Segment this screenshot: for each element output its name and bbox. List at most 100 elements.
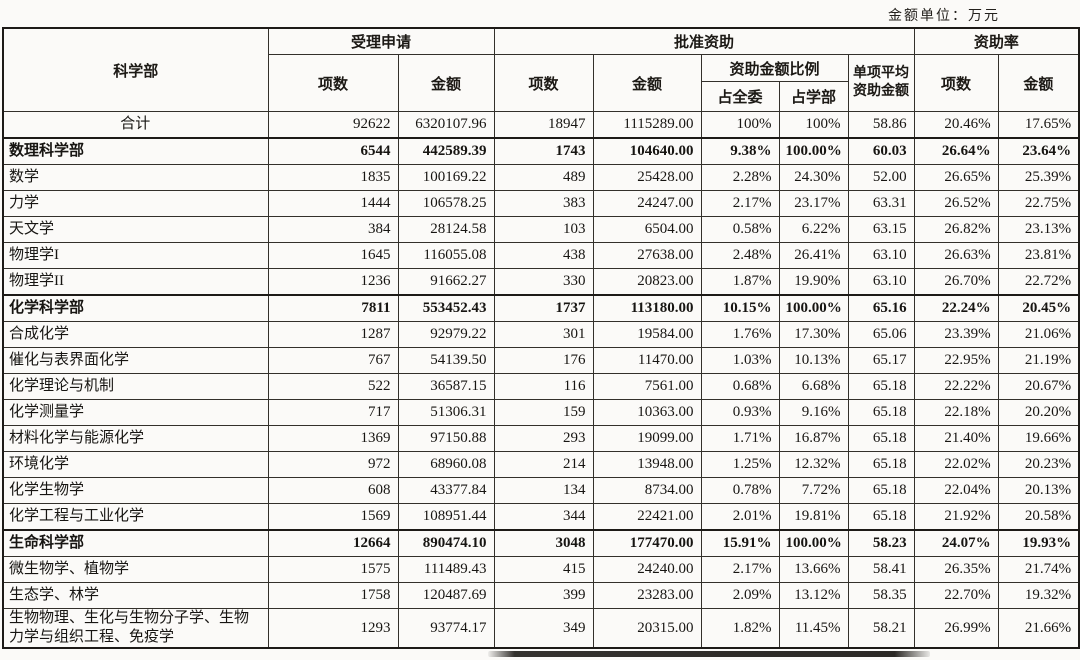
rate-amount-cell: 20.58%	[997, 503, 1080, 531]
rate-amount-cell: 19.32%	[997, 582, 1080, 609]
accepted-amount-cell: 108951.44	[397, 503, 495, 531]
avg-amount-cell: 63.10	[847, 242, 915, 269]
name-cell: 催化与表界面化学	[2, 347, 269, 374]
avg-amount-cell: 58.21	[847, 608, 915, 649]
ratio-department-cell: 19.81%	[778, 503, 849, 531]
rate-amount-cell: 23.81%	[997, 242, 1080, 269]
rate-items-cell: 23.39%	[913, 321, 999, 348]
rate-amount-cell: 20.13%	[997, 477, 1080, 504]
rate-items-cell: 22.70%	[913, 582, 999, 609]
ratio-committee-cell: 1.87%	[700, 268, 780, 296]
approved-items-cell: 383	[493, 190, 594, 217]
rate-items-cell: 21.40%	[913, 425, 999, 452]
accepted-items-cell: 1569	[267, 503, 399, 531]
name-cell: 生命科学部	[2, 529, 269, 557]
ratio-department-cell: 6.22%	[778, 216, 849, 243]
accepted-items-cell: 717	[267, 399, 399, 426]
rate-amount-cell: 22.75%	[997, 190, 1080, 217]
avg-amount-cell: 58.41	[847, 556, 915, 583]
table-row-section: 化学科学部 7811 553452.43 1737 113180.00 10.15% 100…	[2, 294, 1080, 322]
ratio-committee-cell: 10.15%	[700, 294, 780, 322]
rate-amount-cell: 23.13%	[997, 216, 1080, 243]
approved-amount-cell: 23283.00	[592, 582, 702, 609]
accepted-items-cell: 767	[267, 347, 399, 374]
avg-amount-cell: 65.18	[847, 451, 915, 478]
name-cell: 数理科学部	[2, 137, 269, 165]
avg-amount-cell: 65.18	[847, 399, 915, 426]
name-cell: 材料化学与能源化学	[2, 425, 269, 452]
rate-amount-cell: 21.74%	[997, 556, 1080, 583]
avg-amount-cell: 60.03	[847, 137, 915, 165]
name-cell: 化学工程与工业化学	[2, 503, 269, 531]
table-row-item: 材料化学与能源化学 1369 97150.88 293 19099.00 1.71% 16.…	[2, 425, 1080, 452]
accepted-amount-cell: 43377.84	[397, 477, 495, 504]
name-cell: 物理学II	[2, 268, 269, 296]
rate-items-cell: 22.02%	[913, 451, 999, 478]
accepted-items-cell: 7811	[267, 294, 399, 322]
rate-amount-cell: 20.23%	[997, 451, 1080, 478]
accepted-amount-cell: 97150.88	[397, 425, 495, 452]
accepted-items-cell: 1758	[267, 582, 399, 609]
approved-amount-cell: 113180.00	[592, 294, 702, 322]
rate-items-cell: 21.92%	[913, 503, 999, 531]
approved-amount-cell: 7561.00	[592, 373, 702, 400]
approved-amount-cell: 22421.00	[592, 503, 702, 531]
rate-items-cell: 26.52%	[913, 190, 999, 217]
rate-amount-cell: 20.45%	[997, 294, 1080, 322]
accepted-items-cell: 972	[267, 451, 399, 478]
accepted-amount-cell: 442589.39	[397, 137, 495, 165]
approved-items-cell: 293	[493, 425, 594, 452]
rate-items-cell: 26.99%	[913, 608, 999, 649]
rate-amount-cell: 21.19%	[997, 347, 1080, 374]
avg-amount-cell: 65.18	[847, 477, 915, 504]
scan-shadow-artifact	[488, 651, 930, 657]
ratio-committee-cell: 100%	[700, 111, 780, 139]
accepted-amount-cell: 36587.15	[397, 373, 495, 400]
approved-amount-cell: 11470.00	[592, 347, 702, 374]
avg-amount-cell: 65.17	[847, 347, 915, 374]
rate-items-cell: 24.07%	[913, 529, 999, 557]
approved-items-cell: 159	[493, 399, 594, 426]
rate-amount-cell: 23.64%	[997, 137, 1080, 165]
header-ratio-department: 占学部	[778, 81, 849, 112]
avg-amount-cell: 65.18	[847, 503, 915, 531]
name-cell: 生物物理、生化与生物分子学、生物力学与组织工程、免疫学	[2, 608, 269, 649]
name-cell: 生态学、林学	[2, 582, 269, 609]
ratio-committee-cell: 0.78%	[700, 477, 780, 504]
accepted-amount-cell: 116055.08	[397, 242, 495, 269]
avg-amount-cell: 63.15	[847, 216, 915, 243]
accepted-amount-cell: 91662.27	[397, 268, 495, 296]
ratio-committee-cell: 0.93%	[700, 399, 780, 426]
avg-amount-cell: 58.23	[847, 529, 915, 557]
avg-amount-cell: 63.31	[847, 190, 915, 217]
approved-items-cell: 214	[493, 451, 594, 478]
avg-amount-cell: 65.18	[847, 373, 915, 400]
ratio-department-cell: 24.30%	[778, 164, 849, 191]
ratio-committee-cell: 2.17%	[700, 556, 780, 583]
approved-amount-cell: 8734.00	[592, 477, 702, 504]
accepted-amount-cell: 54139.50	[397, 347, 495, 374]
ratio-department-cell: 13.66%	[778, 556, 849, 583]
ratio-department-cell: 7.72%	[778, 477, 849, 504]
ratio-department-cell: 13.12%	[778, 582, 849, 609]
accepted-items-cell: 1444	[267, 190, 399, 217]
header-group-ratio: 资助金额比例	[700, 54, 849, 82]
accepted-items-cell: 1835	[267, 164, 399, 191]
name-cell: 微生物学、植物学	[2, 556, 269, 583]
accepted-amount-cell: 890474.10	[397, 529, 495, 557]
avg-amount-cell: 65.18	[847, 425, 915, 452]
name-cell: 化学生物学	[2, 477, 269, 504]
table-row-item: 化学理论与机制 522 36587.15 116 7561.00 0.68% 6.68% 65…	[2, 373, 1080, 400]
name-cell: 物理学I	[2, 242, 269, 269]
accepted-items-cell: 6544	[267, 137, 399, 165]
table-row-item: 物理学I 1645 116055.08 438 27638.00 2.48% 26.41% 6…	[2, 242, 1080, 269]
table-row-item: 催化与表界面化学 767 54139.50 176 11470.00 1.03% 10.13…	[2, 347, 1080, 374]
table-row-item: 生物物理、生化与生物分子学、生物力学与组织工程、免疫学 1293 93774.17 3…	[2, 608, 1080, 649]
avg-amount-cell: 58.35	[847, 582, 915, 609]
header-group-accepted: 受理申请	[267, 27, 495, 55]
table-row-item: 生态学、林学 1758 120487.69 399 23283.00 2.09% 13.12…	[2, 582, 1080, 609]
table-row-item: 天文学 384 28124.58 103 6504.00 0.58% 6.22% 63.15 2…	[2, 216, 1080, 243]
approved-amount-cell: 24240.00	[592, 556, 702, 583]
avg-amount-cell: 58.86	[847, 111, 915, 139]
accepted-amount-cell: 51306.31	[397, 399, 495, 426]
